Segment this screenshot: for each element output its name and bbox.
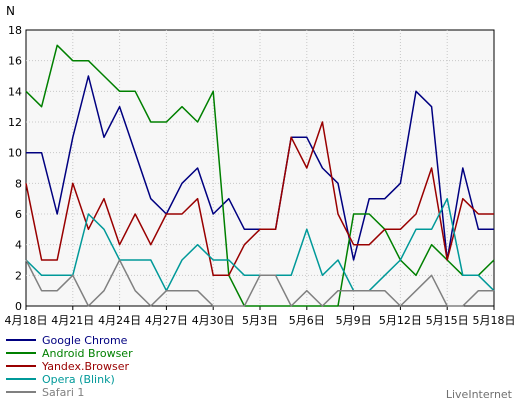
x-tick-label: 5月12日 — [379, 314, 422, 327]
x-tick-label: 5月9日 — [336, 314, 372, 327]
y-tick-label: 4 — [15, 239, 22, 252]
series-line-safari-1 — [25, 259, 494, 307]
y-tick-label: 16 — [8, 55, 22, 68]
y-tick-label: 8 — [15, 177, 22, 190]
y-axis-label: N — [6, 4, 15, 18]
y-tick-label: 12 — [8, 116, 22, 129]
y-tick-label: 14 — [8, 85, 22, 98]
y-tick-label: 6 — [15, 208, 22, 221]
x-tick-label: 4月30日 — [192, 314, 235, 327]
legend-label: Google Chrome — [42, 334, 128, 347]
browser-line-chart: 0 2 4 6 8 10 12 14 16 18 4月18日 4月21日 4月24日 4月27日 4月30… — [5, 4, 516, 327]
y-tick-label: 0 — [15, 300, 22, 313]
legend-swatch — [6, 365, 36, 367]
y-axis-ticks: 0 2 4 6 8 10 12 14 16 18 — [8, 24, 22, 313]
x-tick-label: 5月18日 — [473, 314, 516, 327]
legend: Google Chrome Android Browser Yandex.Brows… — [6, 334, 133, 399]
series-lines — [25, 44, 495, 307]
x-tick-label: 5月6日 — [289, 314, 325, 327]
y-tick-label: 18 — [8, 24, 22, 37]
brand-label: LiveInternet — [445, 388, 512, 401]
legend-label: Yandex.Browser — [42, 360, 130, 373]
x-tick-label: 5月3日 — [242, 314, 278, 327]
y-tick-label: 10 — [8, 147, 22, 160]
legend-swatch — [6, 391, 36, 393]
legend-swatch — [6, 339, 36, 341]
series-line-yandex-browser — [25, 121, 494, 277]
legend-item: Google Chrome — [6, 334, 133, 347]
series-line-android-browser — [25, 44, 495, 307]
legend-item: Yandex.Browser — [6, 360, 133, 373]
legend-item: Opera (Blink) — [6, 373, 133, 386]
legend-item: Android Browser — [6, 347, 133, 360]
legend-label: Opera (Blink) — [42, 373, 115, 386]
x-tick-label: 4月27日 — [145, 314, 188, 327]
legend-label: Safari 1 — [42, 386, 85, 399]
x-tick-label: 5月15日 — [426, 314, 469, 327]
legend-swatch — [6, 352, 36, 354]
legend-item: Safari 1 — [6, 386, 133, 399]
x-tick-label: 4月24日 — [98, 314, 141, 327]
legend-label: Android Browser — [42, 347, 133, 360]
legend-swatch — [6, 378, 36, 380]
y-tick-label: 2 — [15, 269, 22, 282]
x-tick-label: 4月18日 — [5, 314, 48, 327]
x-tick-label: 4月21日 — [51, 314, 94, 327]
x-axis-ticks: 4月18日 4月21日 4月24日 4月27日 4月30日 5月3日 5月6日 5月9日 5月1… — [5, 306, 516, 327]
